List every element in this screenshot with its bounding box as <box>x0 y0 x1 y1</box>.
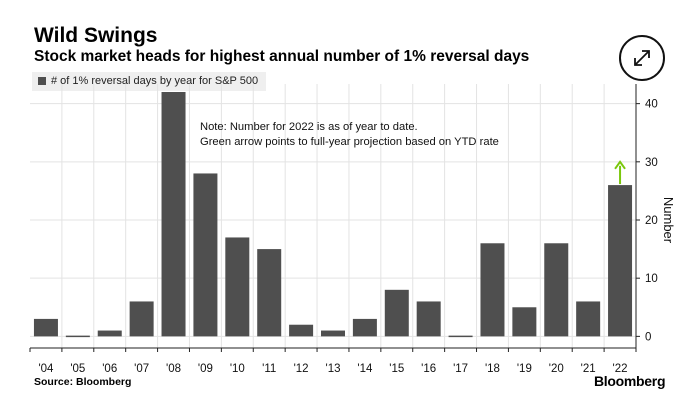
x-tick-label: '05 <box>70 363 85 375</box>
x-tick-label: '17 <box>453 363 468 375</box>
y-tick-label: 10 <box>645 273 658 285</box>
grid-lines <box>30 84 636 348</box>
expand-button[interactable] <box>619 35 665 81</box>
x-tick-label: '16 <box>421 363 436 375</box>
x-tick-label: '06 <box>102 363 117 375</box>
y-tick-labels: 0 10 20 30 40 <box>645 99 658 344</box>
x-tick-label: '07 <box>134 363 149 375</box>
bar <box>576 301 601 337</box>
expand-arrows-icon <box>634 50 650 66</box>
axes <box>29 84 640 352</box>
x-tick-label: '11 <box>262 363 276 375</box>
bar <box>608 185 633 337</box>
x-tick-label: '19 <box>517 363 532 375</box>
x-tick-label: '21 <box>581 363 596 375</box>
x-tick-label: '14 <box>357 363 373 375</box>
bar <box>352 318 377 337</box>
x-tick-label: '20 <box>549 363 564 375</box>
y-tick-label: 30 <box>645 157 658 169</box>
x-tick-label: '09 <box>198 363 213 375</box>
bar <box>193 173 218 337</box>
bar <box>225 237 250 337</box>
chart-title: Wild Swings <box>34 24 158 47</box>
bar <box>544 243 569 337</box>
y-tick-label: 20 <box>645 215 658 227</box>
bar <box>384 289 409 337</box>
legend-label: # of 1% reversal days by year for S&P 50… <box>51 75 259 87</box>
chart-subtitle: Stock market heads for highest annual nu… <box>34 48 530 65</box>
note-line-1: Note: Number for 2022 is as of year to d… <box>200 121 418 133</box>
x-tick-labels: '04 '05 '06 '07 '08 '09 '10 '11 '12 '13 '14 '15 '16 '… <box>38 363 627 375</box>
x-tick-label: '10 <box>230 363 245 375</box>
x-tick-label: '12 <box>294 363 309 375</box>
bar <box>321 330 345 337</box>
bar <box>161 92 186 337</box>
bar <box>416 301 441 337</box>
legend: # of 1% reversal days by year for S&P 50… <box>32 72 267 91</box>
x-tick-label: '22 <box>613 363 628 375</box>
x-tick-label: '15 <box>389 363 404 375</box>
note-line-2: Green arrow points to full-year projecti… <box>200 136 499 148</box>
bars <box>33 92 633 338</box>
bar <box>129 301 154 337</box>
bar <box>257 249 282 337</box>
bloomberg-logo: Bloomberg <box>594 373 666 389</box>
chart-note: Note: Number for 2022 is as of year to d… <box>200 120 499 150</box>
projection-arrow-head <box>614 160 626 170</box>
legend-swatch <box>38 77 46 85</box>
bar <box>33 318 58 337</box>
x-tick-label: '08 <box>166 363 181 375</box>
x-tick-label: '18 <box>485 363 500 375</box>
bar <box>480 243 505 337</box>
y-tick-label: 40 <box>645 99 658 111</box>
x-tick-label: '04 <box>38 363 54 375</box>
source-label: Source: Bloomberg <box>34 376 132 388</box>
projection-arrow <box>614 160 626 185</box>
bar <box>512 307 537 337</box>
y-tick-label: 0 <box>645 331 651 343</box>
bar <box>289 324 314 337</box>
bar <box>97 330 122 337</box>
x-tick-label: '13 <box>326 363 341 375</box>
y-axis-label: Number <box>661 197 676 244</box>
